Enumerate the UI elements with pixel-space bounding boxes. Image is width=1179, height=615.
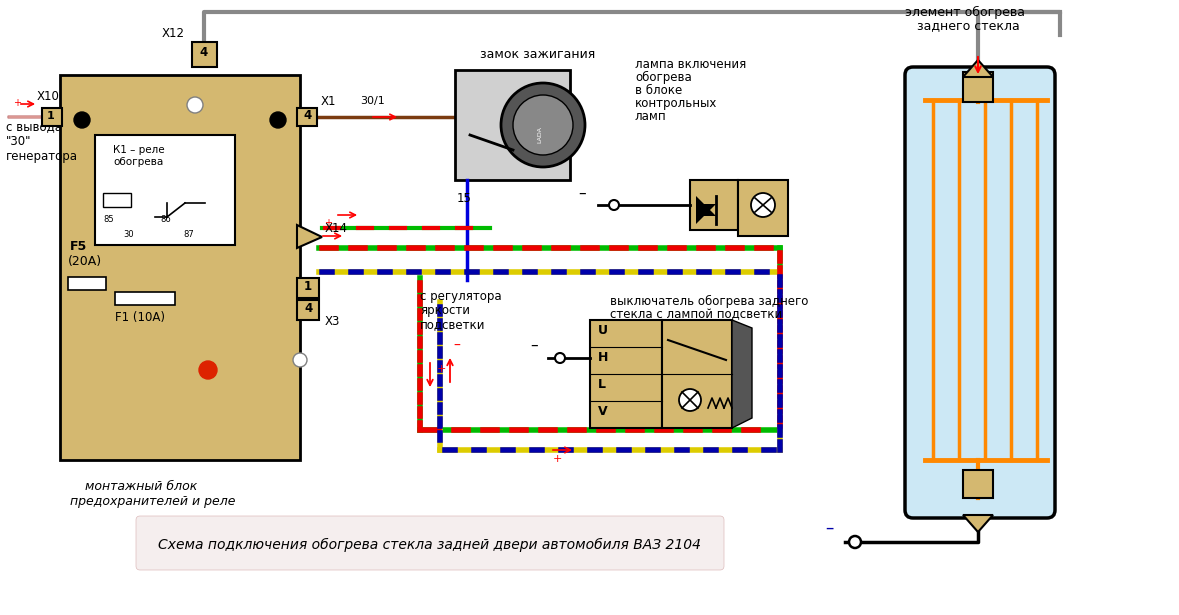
Text: "30": "30"	[6, 135, 32, 148]
Circle shape	[849, 536, 861, 548]
Text: 4: 4	[304, 302, 312, 315]
Text: Х3: Х3	[325, 315, 341, 328]
Bar	[116, 292, 174, 305]
Bar	[297, 278, 320, 298]
Text: 4: 4	[303, 109, 311, 122]
Text: с вывода: с вывода	[6, 120, 62, 133]
Text: заднего стекла: заднего стекла	[917, 19, 1020, 32]
Text: яркости: яркости	[420, 304, 470, 317]
Text: Х1: Х1	[321, 95, 336, 108]
Bar	[42, 108, 62, 126]
Circle shape	[294, 353, 307, 367]
FancyBboxPatch shape	[136, 516, 724, 570]
Bar	[60, 75, 299, 460]
Text: генератора: генератора	[6, 150, 78, 163]
Text: 1: 1	[304, 280, 312, 293]
Text: контрольных: контрольных	[635, 97, 717, 110]
Text: –: –	[825, 519, 834, 537]
Bar	[297, 108, 317, 126]
Text: в блоке: в блоке	[635, 84, 683, 97]
Text: 30: 30	[123, 230, 133, 239]
Text: 4: 4	[199, 46, 208, 59]
Text: с регулятора: с регулятора	[420, 290, 501, 303]
Text: замок зажигания: замок зажигания	[480, 48, 595, 61]
Bar	[103, 193, 131, 207]
Bar	[690, 180, 738, 230]
Text: H: H	[598, 351, 608, 364]
FancyBboxPatch shape	[905, 67, 1055, 518]
Text: 85: 85	[103, 215, 113, 224]
Bar	[192, 42, 217, 67]
Bar	[738, 180, 788, 236]
Bar	[590, 320, 661, 428]
Text: обогрева: обогрева	[113, 157, 163, 167]
Text: Х14: Х14	[325, 222, 348, 235]
Text: обогрева: обогрева	[635, 71, 692, 84]
Circle shape	[501, 83, 585, 167]
Text: (20А): (20А)	[68, 255, 103, 268]
Text: 30/1: 30/1	[360, 96, 384, 106]
Text: лампа включения: лампа включения	[635, 58, 746, 71]
Polygon shape	[8, 111, 58, 123]
Polygon shape	[696, 196, 716, 216]
Polygon shape	[696, 204, 716, 224]
Text: выключатель обогрева заднего: выключатель обогрева заднего	[610, 295, 809, 308]
Text: ламп: ламп	[635, 110, 666, 123]
Text: LADA: LADA	[536, 126, 542, 143]
Text: +: +	[437, 364, 447, 374]
Polygon shape	[732, 320, 752, 428]
Bar	[455, 70, 569, 180]
Polygon shape	[297, 225, 322, 248]
Text: 86: 86	[160, 215, 171, 224]
Circle shape	[751, 193, 775, 217]
Text: предохранителей и реле: предохранителей и реле	[70, 495, 236, 508]
Text: стекла с лампой подсветки: стекла с лампой подсветки	[610, 308, 782, 321]
Circle shape	[610, 200, 619, 210]
Text: 1: 1	[47, 111, 54, 121]
Text: элемент обогрева: элемент обогрева	[905, 6, 1025, 19]
Circle shape	[187, 97, 203, 113]
Text: –: –	[453, 339, 460, 353]
Text: +: +	[553, 454, 562, 464]
Circle shape	[555, 353, 565, 363]
Text: –: –	[531, 338, 538, 353]
Text: F5: F5	[70, 240, 87, 253]
Bar	[963, 72, 993, 102]
Text: Схема подключения обогрева стекла задней двери автомобиля ВАЗ 2104: Схема подключения обогрева стекла задней…	[158, 538, 702, 552]
Text: К1 – реле: К1 – реле	[113, 145, 165, 155]
Bar	[68, 277, 106, 290]
Circle shape	[74, 112, 90, 128]
Polygon shape	[963, 515, 993, 532]
Text: монтажный блок: монтажный блок	[85, 480, 197, 493]
Text: Х12: Х12	[162, 27, 185, 40]
Circle shape	[270, 112, 286, 128]
Text: V: V	[598, 405, 607, 418]
Bar	[297, 300, 320, 320]
Circle shape	[679, 389, 702, 411]
Circle shape	[199, 361, 217, 379]
Circle shape	[513, 95, 573, 155]
Text: подсветки: подсветки	[420, 318, 486, 331]
Text: F1 (10А): F1 (10А)	[116, 311, 165, 324]
Bar	[95, 135, 235, 245]
Text: +: +	[13, 98, 21, 108]
Text: 15: 15	[457, 192, 472, 205]
Bar	[963, 470, 993, 498]
Text: –: –	[578, 186, 586, 201]
Text: +: +	[324, 218, 332, 228]
Polygon shape	[963, 60, 993, 77]
Text: L: L	[598, 378, 606, 391]
Bar	[661, 320, 732, 428]
Text: U: U	[598, 324, 608, 337]
Text: 87: 87	[183, 230, 193, 239]
Text: Х10: Х10	[37, 90, 60, 103]
